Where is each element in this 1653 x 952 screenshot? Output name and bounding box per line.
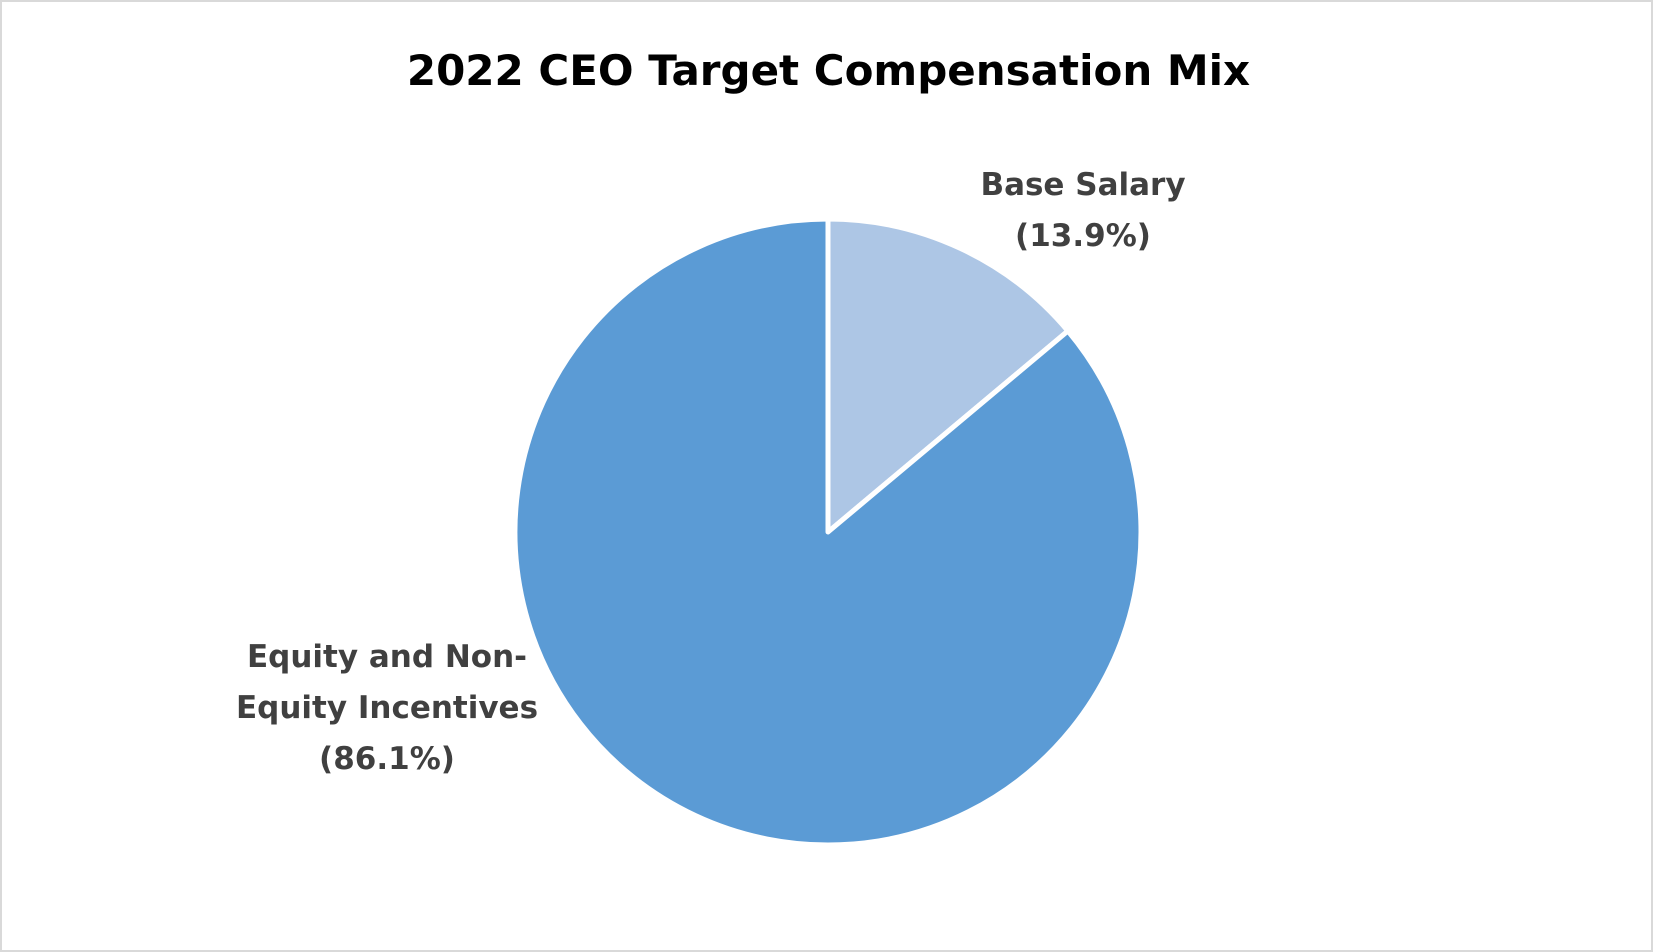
pie-slice [512, 216, 1144, 848]
category-label: Equity and Non-Equity Incentives [235, 639, 539, 726]
category-label: Base Salary [980, 167, 1186, 203]
pie-slice [825, 216, 1071, 535]
chart-title: 2022 CEO Target Compensation Mix [406, 46, 1251, 95]
value-label: (86.1%) [319, 741, 455, 777]
slice-label: Base Salary (13.9%) [933, 160, 1233, 262]
slice-label: Equity and Non-Equity Incentives (86.1%) [227, 632, 547, 785]
value-label: (13.9%) [1015, 218, 1151, 254]
